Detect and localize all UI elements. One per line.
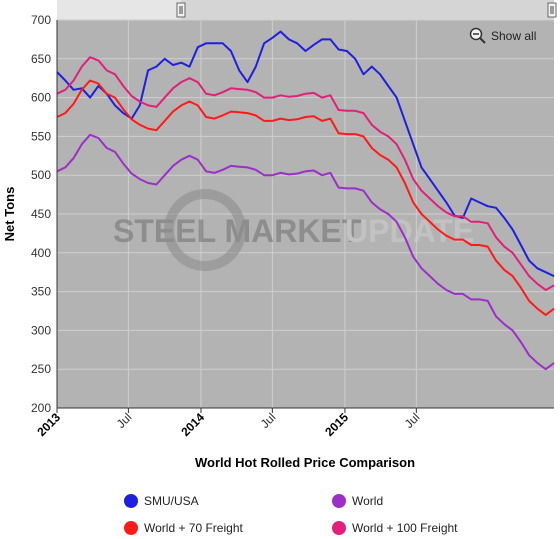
navigator[interactable] xyxy=(57,0,557,20)
y-axis-title: Net Tons xyxy=(2,187,17,242)
series-line-world-70-freight[interactable] xyxy=(56,79,555,316)
show-all-label: Show all xyxy=(491,29,536,43)
legend-marker xyxy=(332,521,346,535)
legend-marker xyxy=(124,494,138,508)
y-tick-label: 350 xyxy=(31,285,51,299)
x-tick-label: 2015 xyxy=(322,410,351,439)
y-tick-label: 200 xyxy=(31,401,51,415)
y-tick-label: 600 xyxy=(31,91,51,105)
zoom-out-icon xyxy=(469,27,486,44)
series-line-smu-usa[interactable] xyxy=(56,30,555,278)
y-tick-label: 650 xyxy=(31,52,51,66)
show-all-button[interactable]: Show all xyxy=(464,26,546,46)
y-tick-label: 300 xyxy=(31,323,51,337)
legend-label: World xyxy=(352,494,383,508)
legend-marker xyxy=(332,494,346,508)
x-axis-title: World Hot Rolled Price Comparison xyxy=(195,455,415,470)
legend-item[interactable]: World xyxy=(332,494,383,508)
watermark-suffix: UPDATE xyxy=(345,213,474,249)
watermark-logo-icon xyxy=(164,189,246,271)
legend-item[interactable]: World + 100 Freight xyxy=(332,521,458,535)
y-tick-label: 450 xyxy=(31,207,51,221)
legend-marker xyxy=(124,521,138,535)
y-tick-label: 250 xyxy=(31,362,51,376)
y-tick-label: 400 xyxy=(31,246,51,260)
x-tick-label: Jul xyxy=(402,410,423,431)
y-tick-label: 550 xyxy=(31,129,51,143)
watermark: STEEL MARKET UPDATE xyxy=(113,189,474,271)
y-tick-label: 700 xyxy=(31,13,51,27)
legend-item[interactable]: World + 70 Freight xyxy=(124,521,243,535)
x-axis-ticks: 2013 Jul 2014 Jul 2015 Jul xyxy=(34,408,422,439)
legend: SMU/USA World World + 70 Freight World + 10… xyxy=(124,494,458,535)
x-tick-label: 2014 xyxy=(178,410,207,439)
grid-lines xyxy=(56,19,554,409)
series-line-world-100-freight[interactable] xyxy=(56,56,555,291)
legend-item[interactable]: SMU/USA xyxy=(124,494,199,508)
legend-label: World + 70 Freight xyxy=(144,521,243,535)
watermark-brand: STEEL MARKET xyxy=(113,213,362,249)
navigator-handle-left[interactable] xyxy=(176,2,186,18)
legend-label: SMU/USA xyxy=(144,494,199,508)
navigator-handle-right[interactable] xyxy=(547,2,557,18)
y-tick-label: 500 xyxy=(31,168,51,182)
navigator-selection[interactable] xyxy=(181,0,554,20)
y-axis-ticks: 200 250 300 350 400 450 500 550 600 650 700 xyxy=(31,13,51,415)
x-tick-label: Jul xyxy=(258,410,279,431)
x-tick-label: Jul xyxy=(114,410,135,431)
legend-label: World + 100 Freight xyxy=(352,521,458,535)
series-lines xyxy=(56,30,555,371)
series-line-world[interactable] xyxy=(56,133,555,371)
